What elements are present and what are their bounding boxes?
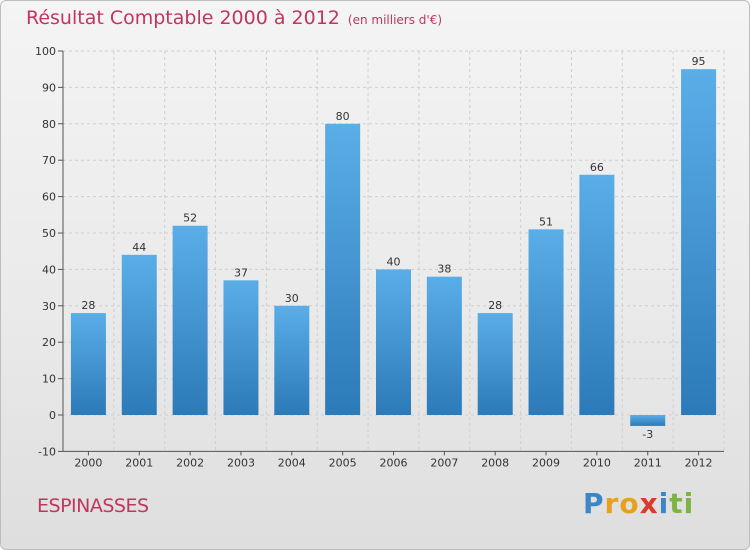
x-tick-label-2003: 2003 bbox=[227, 456, 255, 469]
y-tick-label: 20 bbox=[42, 336, 56, 349]
y-tick-label: 10 bbox=[42, 373, 56, 386]
bar-2011 bbox=[630, 415, 666, 426]
data-label-2012: 95 bbox=[692, 55, 706, 68]
x-tick-label-2007: 2007 bbox=[430, 456, 458, 469]
y-tick-label: 0 bbox=[49, 409, 56, 422]
logo-letter: i bbox=[683, 487, 695, 520]
bar-2009 bbox=[528, 229, 564, 415]
chart-title: Résultat Comptable 2000 à 2012 (en millie… bbox=[26, 7, 442, 29]
logo-letter: o bbox=[619, 487, 640, 520]
y-tick-label: 80 bbox=[42, 118, 56, 131]
data-label-2000: 28 bbox=[81, 299, 95, 312]
data-label-2007: 38 bbox=[437, 263, 451, 276]
y-tick-label: -10 bbox=[38, 445, 56, 458]
bar-2006 bbox=[376, 269, 411, 415]
bar-2004 bbox=[274, 305, 310, 415]
data-label-2010: 66 bbox=[590, 161, 604, 174]
bar-2010 bbox=[579, 174, 615, 415]
y-tick-label: 30 bbox=[42, 300, 56, 313]
bar-2007 bbox=[426, 276, 462, 415]
y-tick-label: 100 bbox=[35, 45, 56, 58]
logo-letter: r bbox=[604, 487, 620, 520]
data-label-2002: 52 bbox=[183, 212, 197, 225]
commune-name: ESPINASSES bbox=[37, 495, 149, 517]
data-label-2005: 80 bbox=[336, 110, 350, 123]
bar-2012 bbox=[681, 69, 717, 415]
x-tick-label-2005: 2005 bbox=[329, 456, 357, 469]
x-tick-label-2011: 2011 bbox=[634, 456, 662, 469]
bar-2003 bbox=[223, 280, 259, 415]
data-label-2011: -3 bbox=[642, 428, 653, 441]
x-tick-label-2008: 2008 bbox=[481, 456, 509, 469]
x-tick-label-2010: 2010 bbox=[583, 456, 611, 469]
data-label-2006: 40 bbox=[387, 255, 401, 268]
chart-subtitle: (en milliers d'€) bbox=[347, 13, 443, 27]
bar-2008 bbox=[477, 313, 513, 415]
bar-2001 bbox=[121, 254, 157, 415]
data-label-2004: 30 bbox=[285, 292, 299, 305]
x-tick-label-2006: 2006 bbox=[380, 456, 408, 469]
x-tick-label-2004: 2004 bbox=[278, 456, 306, 469]
data-label-2003: 37 bbox=[234, 266, 248, 279]
bar-2000 bbox=[70, 313, 106, 415]
y-tick-label: 70 bbox=[42, 154, 56, 167]
bar-2005 bbox=[325, 123, 361, 416]
data-label-2001: 44 bbox=[132, 241, 146, 254]
logo-letter: t bbox=[669, 487, 684, 520]
y-tick-label: 50 bbox=[42, 227, 56, 240]
x-tick-label-2001: 2001 bbox=[125, 456, 153, 469]
x-tick-label-2012: 2012 bbox=[685, 456, 713, 469]
logo-letter: P bbox=[583, 487, 605, 520]
logo-letter: x bbox=[639, 487, 659, 520]
bar-2002 bbox=[172, 225, 208, 415]
x-tick-label-2002: 2002 bbox=[176, 456, 204, 469]
proxiti-logo: Proxiti bbox=[583, 487, 694, 520]
y-tick-label: 40 bbox=[42, 263, 56, 276]
y-tick-label: 60 bbox=[42, 191, 56, 204]
logo-letter: i bbox=[658, 487, 670, 520]
y-tick-label: 90 bbox=[42, 81, 56, 94]
x-tick-label-2009: 2009 bbox=[532, 456, 560, 469]
data-label-2008: 28 bbox=[488, 299, 502, 312]
chart-title-text: Résultat Comptable 2000 à 2012 bbox=[26, 7, 340, 29]
x-tick-label-2000: 2000 bbox=[74, 456, 102, 469]
data-label-2009: 51 bbox=[539, 215, 553, 228]
